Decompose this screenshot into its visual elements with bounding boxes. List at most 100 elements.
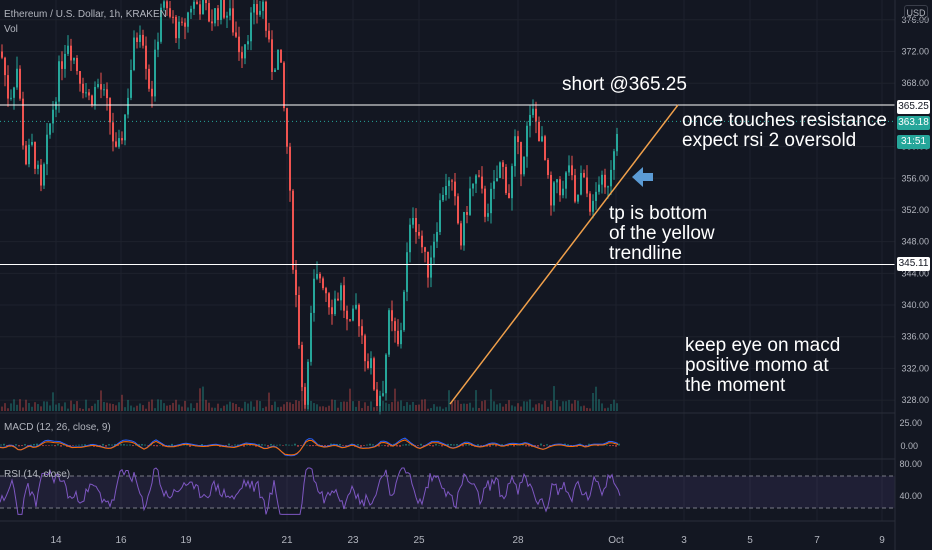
candle-body — [529, 114, 531, 126]
macd-histogram-bar — [24, 444, 26, 446]
volume-bar — [208, 402, 210, 411]
volume-bar — [586, 407, 588, 411]
macd-histogram-bar — [432, 445, 434, 447]
candle-body — [103, 89, 105, 91]
macd-histogram-bar — [78, 444, 80, 446]
candle-body — [97, 84, 99, 87]
volume-bar — [439, 406, 441, 411]
volume-bar — [256, 400, 258, 411]
volume-bar — [253, 406, 255, 411]
candle-body — [109, 98, 111, 123]
volume-legend[interactable]: Vol — [4, 24, 18, 35]
macd-histogram-bar — [453, 444, 455, 446]
macd-histogram-bar — [330, 443, 332, 446]
candle-body — [592, 200, 594, 212]
volume-bar — [337, 407, 339, 411]
volume-bar — [283, 404, 285, 411]
volume-bar — [469, 402, 471, 411]
candle-body — [118, 138, 120, 147]
candle-body — [313, 278, 315, 313]
candle-body — [154, 49, 156, 97]
candle-body — [34, 141, 36, 169]
volume-bar — [418, 404, 420, 411]
volume-bar — [481, 401, 483, 411]
candle-body — [376, 389, 378, 406]
price-tick-label: 356.00 — [901, 173, 929, 183]
countdown-tag: 31:51 — [897, 135, 930, 149]
macd-histogram-bar — [417, 445, 419, 446]
candle-body — [181, 21, 183, 23]
candle-body — [148, 68, 150, 89]
candle-body — [76, 57, 78, 72]
volume-bar — [97, 400, 99, 411]
candle-body — [232, 8, 234, 33]
volume-bar — [445, 407, 447, 411]
volume-bar — [565, 401, 567, 411]
volume-bar — [187, 407, 189, 411]
macd-histogram-bar — [534, 445, 536, 447]
volume-bar — [277, 407, 279, 411]
volume-bar — [478, 407, 480, 411]
macd-histogram-bar — [294, 443, 296, 446]
macd-histogram-bar — [231, 445, 233, 446]
volume-bar — [67, 408, 69, 411]
volume-bar — [490, 389, 492, 411]
volume-bar — [421, 399, 423, 411]
volume-bar — [34, 402, 36, 411]
candle-body — [373, 358, 375, 390]
volume-bar — [13, 399, 15, 411]
macd-histogram-bar — [105, 445, 107, 447]
candle-body — [259, 10, 261, 15]
candle-body — [418, 232, 420, 236]
volume-bar — [214, 407, 216, 411]
volume-bar — [286, 401, 288, 411]
macd-histogram-bar — [315, 445, 317, 446]
symbol-legend[interactable]: Ethereum / U.S. Dollar, 1h, KRAKEN — [4, 9, 167, 20]
candle-body — [226, 15, 228, 18]
candle-body — [511, 166, 513, 199]
macd-histogram-bar — [84, 444, 86, 446]
volume-bar — [118, 402, 120, 411]
candle-body — [133, 37, 135, 70]
volume-bar — [529, 399, 531, 411]
volume-bar — [424, 399, 426, 411]
macd-histogram-bar — [153, 445, 155, 447]
candle-body — [340, 285, 342, 301]
candle-body — [361, 326, 363, 336]
candle-body — [328, 293, 330, 308]
volume-bar — [595, 386, 597, 411]
candle-body — [268, 30, 270, 40]
candle-body — [136, 37, 138, 42]
candle-body — [541, 136, 543, 142]
rsi-legend[interactable]: RSI (14, close) — [4, 469, 71, 480]
candle-body — [523, 156, 525, 175]
candle-body — [229, 8, 231, 16]
volume-bar — [151, 399, 153, 411]
macd-tick-label: 25.00 — [899, 418, 922, 428]
macd-tick-label: 0.00 — [900, 441, 918, 451]
price-tick-label: 344.00 — [901, 268, 929, 278]
candle-body — [454, 181, 456, 197]
volume-bar — [16, 404, 18, 411]
candle-body — [538, 121, 540, 142]
macd-histogram-bar — [33, 443, 35, 446]
macd-histogram-bar — [141, 444, 143, 446]
volume-bar — [577, 400, 579, 411]
candle-body — [535, 108, 537, 122]
candle-body — [85, 92, 87, 94]
candle-body — [10, 97, 12, 99]
candle-body — [421, 235, 423, 248]
macd-histogram-bar — [384, 445, 386, 447]
volume-bar — [259, 401, 261, 411]
macd-histogram-bar — [606, 444, 608, 446]
volume-bar — [601, 403, 603, 411]
candle-body — [505, 166, 507, 194]
candle-body — [484, 188, 486, 217]
macd-legend[interactable]: MACD (12, 26, close, 9) — [4, 422, 111, 433]
volume-bar — [202, 386, 204, 411]
candle-body — [472, 183, 474, 189]
candle-body — [127, 97, 129, 115]
currency-button[interactable]: USD — [904, 5, 928, 21]
macd-histogram-bar — [369, 443, 371, 446]
